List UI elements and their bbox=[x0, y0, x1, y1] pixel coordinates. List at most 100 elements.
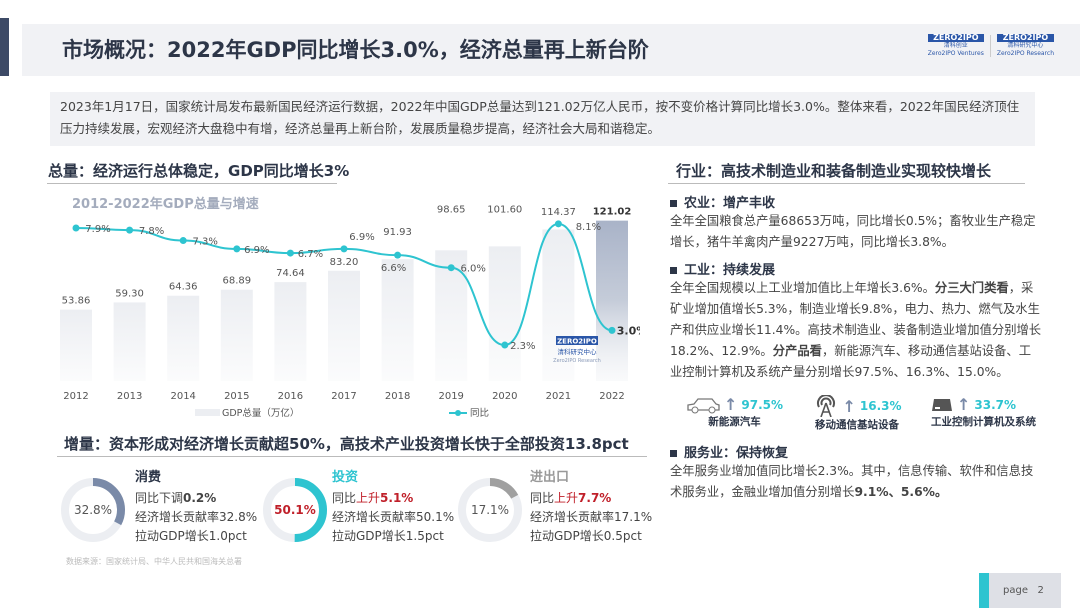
bar-label: 121.02 bbox=[593, 207, 632, 218]
donut-change: 同比下调0.2% bbox=[135, 491, 217, 505]
antenna-icon bbox=[816, 395, 835, 417]
computer-icon bbox=[932, 398, 952, 411]
icon-item-ev: ↑ 97.5% 新能源汽车 bbox=[686, 395, 783, 432]
icon-label: 工业控制计算机及系统 bbox=[931, 416, 1036, 428]
legend-line-label: 同比 bbox=[470, 407, 489, 419]
gdp-bar bbox=[596, 220, 628, 381]
bar-label: 68.89 bbox=[222, 276, 251, 287]
divider bbox=[57, 456, 647, 457]
growth-point bbox=[126, 226, 134, 234]
icon-item-computer: ↑ 33.7% 工业控制计算机及系统 bbox=[931, 395, 1036, 432]
bar-label: 114.37 bbox=[541, 207, 576, 218]
growth-label: 6.9% bbox=[244, 245, 269, 256]
bar-label: 74.64 bbox=[276, 268, 305, 279]
gdp-bar bbox=[274, 282, 307, 381]
donut-contribution: 经济增长贡献率50.1% bbox=[332, 510, 455, 524]
arrow-up-icon: ↑ bbox=[724, 395, 738, 414]
x-tick-label: 2012 bbox=[63, 391, 88, 402]
donut-change: 同比上升5.1% bbox=[332, 491, 414, 505]
arrow-up-icon: ↑ bbox=[957, 395, 971, 414]
donut-text-2: 进出口 同比上升7.7% 经济增长贡献率17.1% 拉动GDP增长0.5pct bbox=[530, 468, 652, 546]
gdp-bar bbox=[167, 295, 200, 381]
gdp-bar bbox=[381, 259, 414, 381]
right-section-header: 行业：高技术制造业和装备制造业实现较快增长 bbox=[676, 162, 992, 180]
icon-label: 新能源汽车 bbox=[708, 416, 761, 428]
growth-label: 6.9% bbox=[349, 232, 374, 243]
svg-text:清科研究中心: 清科研究中心 bbox=[558, 347, 598, 356]
donut-contribution: 经济增长贡献率17.1% bbox=[530, 510, 653, 524]
donut-name: 投资 bbox=[332, 470, 359, 485]
donut-0: 32.8% bbox=[61, 478, 125, 542]
gdp-bar bbox=[542, 229, 575, 381]
growth-point bbox=[286, 249, 294, 257]
logos: ZERO2IPO 清科创业 Zero2IPO Ventures ZERO2IPO 清科… bbox=[927, 33, 1054, 58]
divider bbox=[668, 183, 1025, 184]
svg-text:Zero2IPO Research: Zero2IPO Research bbox=[553, 358, 601, 364]
page-number: page 2 bbox=[979, 573, 1061, 608]
logo-ventures: ZERO2IPO 清科创业 Zero2IPO Ventures bbox=[927, 33, 984, 57]
data-source: 数据来源：国家统计局、中华人民共和国海关总署 bbox=[66, 557, 242, 566]
x-tick-label: 2021 bbox=[546, 391, 571, 402]
donut-arc bbox=[263, 478, 327, 542]
chart-watermark: ZERO2IPO 清科研究中心 Zero2IPO Research bbox=[553, 336, 601, 364]
growth-label: 7.3% bbox=[192, 237, 217, 248]
logo-research: ZERO2IPO 清科研究中心 Zero2IPO Research bbox=[996, 33, 1054, 57]
donut-value: 17.1% bbox=[471, 503, 509, 517]
bar-label: 98.65 bbox=[437, 204, 466, 215]
icon-value: 97.5% bbox=[741, 397, 784, 412]
growth-point bbox=[447, 264, 455, 272]
donut-arc bbox=[458, 478, 522, 542]
growth-label: 7.8% bbox=[139, 226, 164, 237]
x-tick-label: 2018 bbox=[385, 391, 410, 402]
growth-point bbox=[179, 237, 187, 245]
title-accent-bar bbox=[0, 18, 9, 76]
donut-pull: 拉动GDP增长1.0pct bbox=[135, 529, 247, 543]
legend-bar-swatch bbox=[195, 409, 220, 416]
growth-point bbox=[501, 341, 509, 349]
x-tick-label: 2014 bbox=[170, 391, 195, 402]
car-icon bbox=[687, 397, 720, 413]
svg-text:ZERO2IPO: ZERO2IPO bbox=[557, 338, 597, 346]
agri-title: 农业：增产丰收 bbox=[670, 192, 1042, 211]
bar-label: 59.30 bbox=[115, 288, 144, 299]
gdp-bar bbox=[488, 246, 521, 381]
donut-pull: 拉动GDP增长0.5pct bbox=[530, 529, 642, 543]
growth-point bbox=[340, 245, 348, 253]
growth-point bbox=[233, 245, 241, 253]
growth-point bbox=[608, 326, 616, 334]
divider bbox=[47, 183, 337, 184]
donut-name: 进出口 bbox=[530, 470, 570, 485]
gdp-chart: 2012-2022年GDP总量与增速 53.86 59.30 64.36 68.89 7… bbox=[60, 196, 640, 419]
growth-point bbox=[72, 224, 80, 232]
donut-value: 32.8% bbox=[74, 503, 112, 517]
icon-value: 33.7% bbox=[974, 397, 1017, 412]
bar-label: 83.20 bbox=[330, 257, 359, 268]
donut-text-1: 投资 同比上升5.1% 经济增长贡献率50.1% 拉动GDP增长1.5pct bbox=[332, 468, 454, 546]
product-icons: ↑ 97.5% 新能源汽车 ↑ 16.3% 移动通信基站设备 ↑ 33.7% 工业控制… bbox=[670, 395, 1042, 432]
page-title: 市场概况：2022年GDP同比增长3.0%，经济总量再上新台阶 bbox=[22, 24, 1080, 76]
icon-label: 移动通信基站设备 bbox=[815, 419, 900, 431]
service-text: 全年服务业增加值同比增长2.3%。其中，信息传输、软件和信息技术服务业，金融业增… bbox=[670, 464, 1034, 499]
growth-label: 6.6% bbox=[381, 263, 406, 274]
growth-point bbox=[394, 251, 402, 259]
industry-text: 全年全国规模以上工业增加值比上年增长3.6%。分三大门类看，采矿业增加值增长5.… bbox=[670, 281, 1042, 379]
logo-divider bbox=[989, 35, 991, 57]
donut-text-0: 消费 同比下调0.2% 经济增长贡献率32.8% 拉动GDP增长1.0pct bbox=[135, 468, 257, 546]
service-title: 服务业：保持恢复 bbox=[670, 442, 1042, 461]
chart-title: 2012-2022年GDP总量与增速 bbox=[72, 196, 259, 212]
icon-value: 16.3% bbox=[859, 399, 902, 413]
growth-label: 7.9% bbox=[85, 224, 110, 235]
intro-text: 2023年1月17日，国家统计局发布最新国民经济运行数据，2022年中国GDP总… bbox=[50, 92, 1035, 146]
growth-label: 3.0% bbox=[617, 324, 640, 337]
gdp-bar bbox=[113, 302, 146, 381]
legend-bar-label: GDP总量（万亿） bbox=[222, 407, 299, 419]
growth-label: 6.7% bbox=[298, 249, 323, 260]
bar-label: 101.60 bbox=[487, 204, 522, 215]
gdp-bar bbox=[60, 309, 92, 381]
x-tick-label: 2019 bbox=[438, 391, 463, 402]
growth-label: 2.3% bbox=[510, 341, 535, 352]
bar-label: 91.93 bbox=[383, 227, 412, 238]
chart-legend: GDP总量（万亿） 同比 bbox=[195, 407, 489, 419]
arrow-up-icon: ↑ bbox=[842, 396, 856, 416]
x-tick-label: 2017 bbox=[331, 391, 356, 402]
